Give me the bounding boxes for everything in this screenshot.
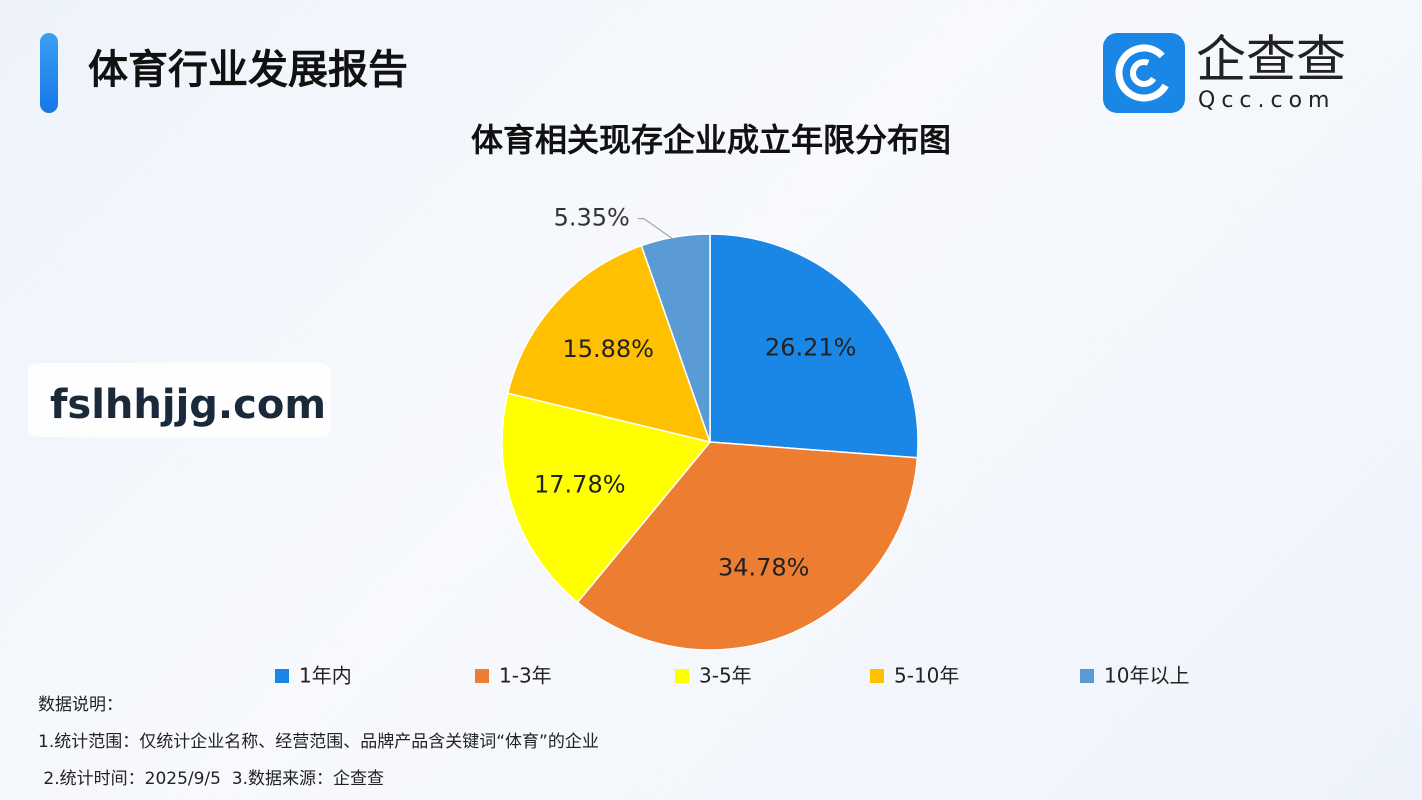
note-line: 2.统计时间：2025/9/5 3.数据来源：企查查 <box>38 769 384 789</box>
data-label: 17.78% <box>534 470 626 498</box>
legend-swatch <box>870 669 884 683</box>
leader-line <box>637 218 677 242</box>
legend-swatch <box>475 669 489 683</box>
logo-icon <box>1103 33 1185 113</box>
pie-slice <box>501 392 712 604</box>
logo: 企查查 Qcc.com <box>1103 31 1346 113</box>
title-accent <box>40 33 58 113</box>
note-line: 1.统计范围：仅统计企业名称、经营范围、品牌产品含关键词“体育”的企业 <box>38 732 599 752</box>
watermark: fslhhjjg.com <box>50 382 326 428</box>
pie-slice <box>709 233 919 459</box>
legend-label: 1-3年 <box>499 664 552 688</box>
logo-name: 企查查 <box>1196 31 1346 89</box>
legend-swatch <box>675 669 689 683</box>
legend-label: 5-10年 <box>894 664 959 688</box>
data-label: 15.88% <box>562 335 654 363</box>
logo-ring <box>1115 44 1173 102</box>
pie-slice <box>640 233 711 443</box>
legend-label: 10年以上 <box>1104 664 1189 688</box>
chart-title: 体育相关现存企业成立年限分布图 <box>471 121 951 159</box>
legend-label: 1年内 <box>299 664 352 688</box>
page-title: 体育行业发展报告 <box>88 47 408 93</box>
notes-heading: 数据说明： <box>38 695 123 715</box>
pie-slice <box>576 441 919 651</box>
data-label: 5.35% <box>554 204 630 232</box>
pie-slice <box>506 244 712 444</box>
legend-swatch <box>275 669 289 683</box>
legend-swatch <box>1080 669 1094 683</box>
data-label: 34.78% <box>718 553 810 581</box>
data-label: 26.21% <box>765 334 857 362</box>
logo-domain: Qcc.com <box>1198 88 1336 113</box>
watermark-box <box>28 363 331 437</box>
logo-ring-inner <box>1130 59 1158 87</box>
legend-label: 3-5年 <box>699 664 752 688</box>
